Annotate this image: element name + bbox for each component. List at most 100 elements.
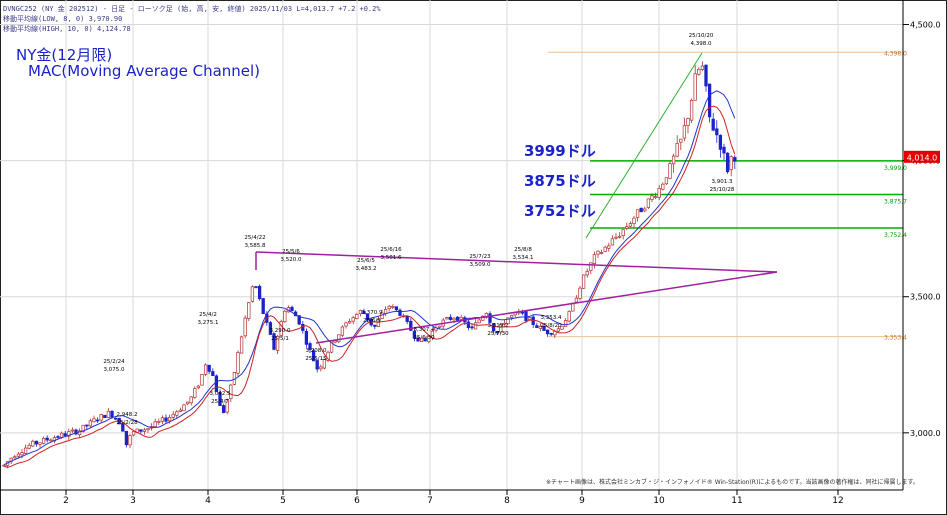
candle-body: [308, 343, 312, 351]
annotation-line2: 4,398.0: [691, 41, 712, 47]
candle-body: [549, 333, 553, 335]
candle-body: [682, 125, 687, 139]
level-label-3875: 3875ドル: [524, 172, 596, 190]
candle-body: [243, 317, 247, 337]
candle-body: [661, 183, 665, 190]
candle-body: [340, 326, 345, 336]
candle-body: [103, 414, 107, 419]
candle-body: [362, 311, 366, 314]
annotation-line2: 3,483.2: [356, 266, 377, 272]
candle-body: [272, 333, 276, 350]
candle-body: [63, 433, 67, 437]
annotation-line1: 25/6/16: [380, 247, 402, 253]
annotation-line2: 3,509.0: [470, 262, 491, 268]
candle-body: [646, 198, 651, 208]
candle-body: [725, 152, 730, 173]
candle-body: [707, 83, 712, 118]
swing-annotations: 25/2/24 3,075.0 2,948.2 25/2/28 25/4/2 3,275.…: [103, 33, 919, 486]
annotation-line1: 25/7/23: [469, 254, 491, 260]
candle-body: [164, 417, 168, 422]
x-tick-label: 11: [731, 496, 742, 506]
candle-body: [297, 315, 301, 325]
fib-tag: 4,398.0: [884, 50, 907, 57]
candle-body: [106, 410, 111, 418]
candle-body: [13, 456, 17, 459]
candle-body: [344, 322, 348, 327]
candle-body: [95, 419, 100, 422]
candle-body: [671, 155, 676, 165]
candle-body: [261, 298, 265, 314]
candle-body: [376, 319, 381, 327]
candle-body: [124, 430, 129, 446]
support-tag: 3,875.7: [884, 198, 907, 205]
candle-body: [207, 364, 211, 372]
candle-body: [452, 317, 456, 321]
candle-body: [733, 157, 737, 162]
candle-body: [283, 310, 287, 323]
fib-lines: 4,398.0 3,353.4: [548, 50, 907, 342]
candle-body: [560, 325, 564, 330]
candle-body: [603, 246, 607, 252]
candle-body: [326, 351, 330, 361]
candle-body: [322, 358, 327, 369]
candle-body: [643, 208, 647, 212]
candle-body: [67, 431, 71, 437]
annotation-line1: 3,901.3: [712, 179, 733, 185]
annotation-line1: 25/10/20: [689, 33, 714, 39]
candle-body: [729, 156, 733, 170]
right-tags: 4,014.0: [904, 150, 940, 163]
candle-body: [131, 431, 136, 436]
y-axis: 3,000.03,500.04,000.04,500.0: [902, 0, 941, 490]
chart-title-2: MAC(Moving Average Channel): [28, 62, 261, 80]
candle-body: [178, 409, 183, 412]
candle-body: [203, 364, 208, 375]
candle-body: [711, 118, 715, 131]
candle-body: [445, 317, 449, 320]
annotation-line1: 3,319.2: [488, 323, 509, 329]
candle-body: [347, 321, 352, 324]
x-tick-label: 2: [63, 496, 69, 506]
candle-body: [650, 195, 654, 200]
level-label-3999: 3999ドル: [524, 142, 596, 160]
candle-body: [585, 271, 589, 276]
candle-body: [499, 323, 503, 333]
candle-body: [358, 310, 363, 315]
candle-body: [391, 306, 395, 308]
candle-body: [311, 350, 316, 362]
ma-high-line: [3, 90, 736, 466]
candle-body: [34, 440, 39, 445]
candle-body: [175, 411, 179, 416]
candle-body: [664, 177, 669, 185]
candles: [2, 61, 737, 469]
candle-body: [610, 238, 615, 246]
candle-body: [495, 331, 499, 334]
annotation-line2: 3,534.1: [513, 255, 534, 261]
candle-body: [319, 366, 323, 370]
x-tick-label: 10: [653, 496, 665, 506]
candle-body: [257, 285, 262, 300]
candle-body: [229, 384, 233, 399]
candle-body: [236, 352, 240, 374]
candle-body: [27, 444, 31, 449]
candle-body: [520, 311, 525, 314]
candle-body: [196, 385, 201, 389]
candle-body: [455, 316, 460, 321]
candle-body: [383, 309, 388, 314]
candle-body: [686, 118, 690, 126]
candle-body: [715, 128, 719, 136]
candle-body: [466, 321, 471, 328]
candle-body: [718, 134, 723, 150]
candle-body: [697, 68, 701, 75]
candle-body: [254, 286, 258, 288]
candle-body: [2, 464, 6, 467]
candle-body: [333, 340, 337, 343]
candle-body: [182, 404, 186, 412]
candle-body: [607, 245, 611, 249]
annotation-line2: 25/2/28: [116, 420, 138, 426]
candle-body: [675, 143, 679, 157]
candle-body: [38, 442, 42, 445]
candle-body: [574, 297, 579, 303]
candle-body: [200, 373, 204, 386]
annotation-line2: 25/4/7: [211, 399, 229, 405]
candle-body: [722, 146, 726, 154]
